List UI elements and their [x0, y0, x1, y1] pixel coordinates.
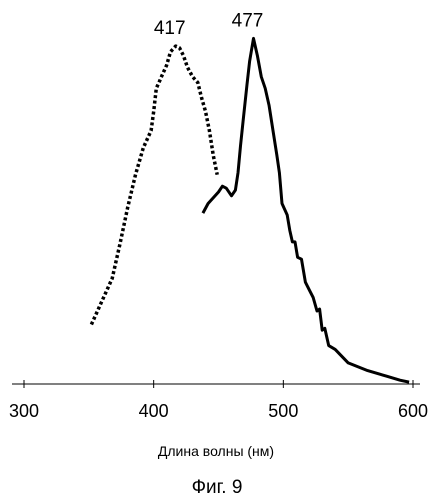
- x-axis-label: Длина волны (нм): [158, 443, 274, 459]
- x-tick-label-500: 500: [268, 401, 298, 421]
- series-line-solid: [203, 38, 409, 382]
- peak-labels: 417 477: [154, 10, 264, 39]
- plot-area: 300 400 500 600 417 477: [9, 10, 428, 421]
- peak-label-477: 477: [232, 10, 264, 31]
- x-axis-tick-labels: 300 400 500 600: [9, 401, 428, 421]
- peak-label-417: 417: [154, 18, 186, 39]
- x-tick-label-300: 300: [9, 401, 39, 421]
- x-tick-label-600: 600: [398, 401, 428, 421]
- series-line-dotted: [91, 46, 217, 324]
- figure-caption: Фиг. 9: [192, 477, 243, 498]
- series-group: [91, 38, 409, 382]
- x-tick-label-400: 400: [139, 401, 169, 421]
